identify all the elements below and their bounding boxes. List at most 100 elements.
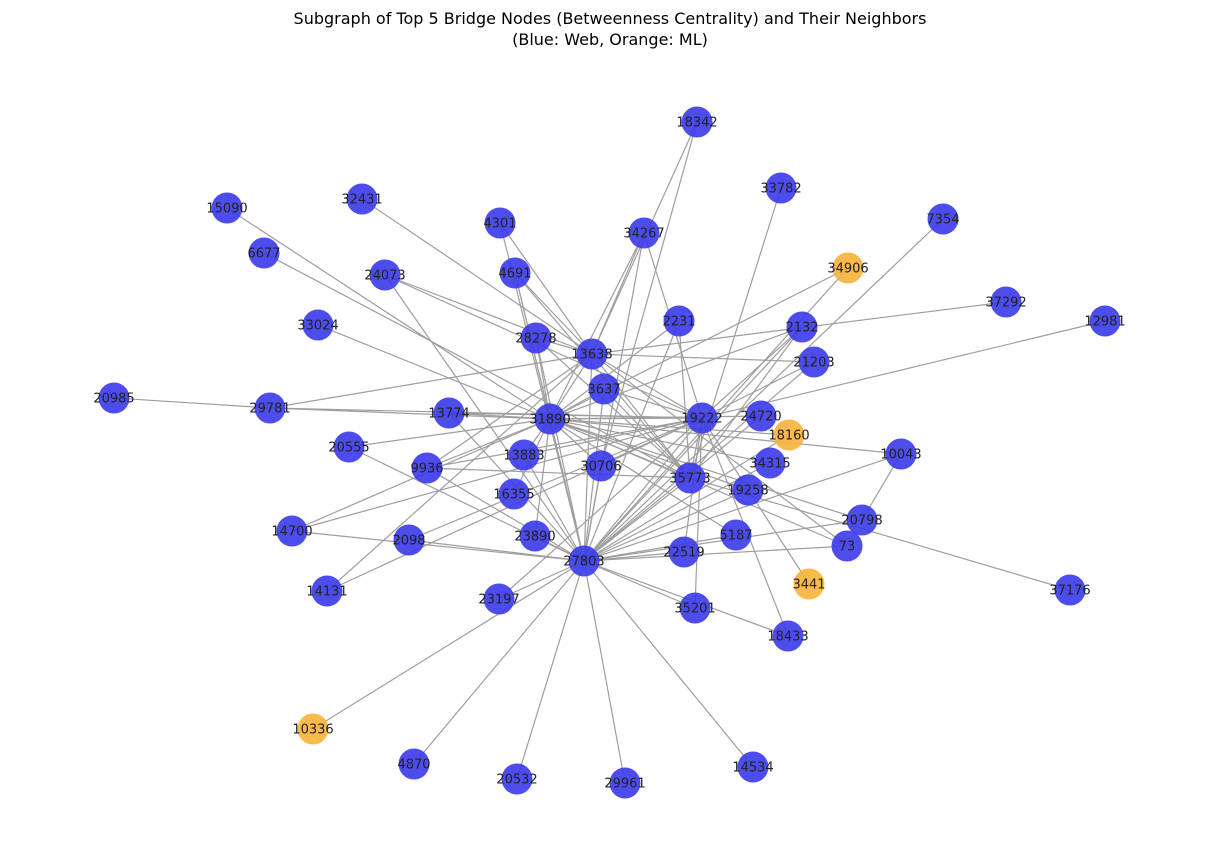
node-circle-32431 <box>346 183 378 215</box>
node-label-37176: 37176 <box>1049 584 1090 599</box>
node-5187: 5187 <box>719 519 753 551</box>
node-label-10336: 10336 <box>292 723 333 738</box>
node-20555: 20555 <box>328 431 370 463</box>
node-circle-20532 <box>501 763 533 795</box>
node-20985: 20985 <box>93 382 135 414</box>
node-label-20532: 20532 <box>496 773 537 788</box>
node-label-28278: 28278 <box>515 332 556 347</box>
node-34906: 34906 <box>827 252 869 284</box>
edge-35201-19222 <box>694 417 703 609</box>
node-label-4301: 4301 <box>483 217 516 232</box>
node-label-14700: 14700 <box>271 525 312 540</box>
edge-35773-27803 <box>583 477 691 562</box>
edge-30706-27803 <box>583 465 602 562</box>
node-label-33782: 33782 <box>760 182 801 197</box>
node-circle-34906 <box>832 252 864 284</box>
node-label-9936: 9936 <box>410 462 443 477</box>
edge-29781-13638 <box>269 353 593 409</box>
edge-20985-29781 <box>113 397 271 409</box>
node-label-32431: 32431 <box>341 193 382 208</box>
node-3441: 3441 <box>792 568 826 600</box>
node-2231: 2231 <box>662 305 696 337</box>
node-14700: 14700 <box>271 515 313 547</box>
node-circle-18342 <box>681 106 713 138</box>
node-circle-37292 <box>990 286 1022 318</box>
edge-9936-19222 <box>426 417 703 469</box>
node-label-16355: 16355 <box>493 488 534 503</box>
edge-10336-27803 <box>312 560 585 730</box>
node-13883: 13883 <box>503 439 545 471</box>
chart-title: Subgraph of Top 5 Bridge Nodes (Betweenn… <box>0 8 1220 50</box>
node-13774: 13774 <box>428 397 470 429</box>
edge-28278-35773 <box>535 337 691 479</box>
node-label-21203: 21203 <box>793 356 834 371</box>
edge-21203-27803 <box>583 361 815 562</box>
edge-14700-19222 <box>291 417 703 532</box>
node-4691: 4691 <box>498 257 532 289</box>
node-label-18342: 18342 <box>676 116 717 131</box>
node-4301: 4301 <box>483 207 517 239</box>
edge-33024-31890 <box>317 324 551 420</box>
edge-18342-30706 <box>600 121 698 467</box>
node-32431: 32431 <box>341 183 383 215</box>
node-label-35201: 35201 <box>674 602 715 617</box>
edge-2231-27803 <box>583 320 680 562</box>
node-circle-23890 <box>519 520 551 552</box>
edge-31890-27803 <box>549 418 585 562</box>
node-label-29781: 29781 <box>249 402 290 417</box>
node-circle-14534 <box>737 751 769 783</box>
node-37176: 37176 <box>1049 574 1091 606</box>
node-2098: 2098 <box>392 524 426 556</box>
edge-32431-13638 <box>361 198 593 355</box>
node-label-29961: 29961 <box>604 777 645 792</box>
edge-73-27803 <box>583 545 848 562</box>
edge-73-13638 <box>591 353 848 547</box>
node-circle-34315 <box>754 447 786 479</box>
node-circle-33782 <box>765 172 797 204</box>
node-label-4870: 4870 <box>397 758 430 773</box>
edge-9936-27803 <box>426 467 585 562</box>
node-circle-3441 <box>793 568 825 600</box>
node-label-20555: 20555 <box>328 441 369 456</box>
node-label-13883: 13883 <box>503 449 544 464</box>
node-label-14534: 14534 <box>732 761 773 776</box>
edge-21203-19222 <box>701 361 815 419</box>
edge-35201-27803 <box>583 560 696 609</box>
node-circle-22519 <box>668 536 700 568</box>
node-label-2231: 2231 <box>662 315 695 330</box>
node-label-30706: 30706 <box>580 460 621 475</box>
node-label-4691: 4691 <box>498 267 531 282</box>
edge-4691-13638 <box>514 272 593 355</box>
node-21203: 21203 <box>793 346 835 378</box>
edge-2098-19222 <box>408 417 703 541</box>
node-14131: 14131 <box>306 575 348 607</box>
node-10043: 10043 <box>880 438 922 470</box>
edge-23197-27803 <box>498 560 585 600</box>
node-circle-20555 <box>333 431 365 463</box>
node-13638: 13638 <box>571 338 613 370</box>
node-circle-14131 <box>311 575 343 607</box>
node-circle-14700 <box>276 515 308 547</box>
node-12981: 12981 <box>1084 305 1126 337</box>
node-23890: 23890 <box>514 520 556 552</box>
node-circle-24720 <box>745 400 777 432</box>
node-4870: 4870 <box>397 748 431 780</box>
node-circle-29961 <box>609 767 641 799</box>
edge-24073-27803 <box>384 274 585 562</box>
edge-9936-13638 <box>426 353 593 469</box>
node-circle-37176 <box>1054 574 1086 606</box>
node-label-34906: 34906 <box>827 262 868 277</box>
node-16355: 16355 <box>493 478 535 510</box>
edge-14534-27803 <box>583 560 754 768</box>
node-15090: 15090 <box>206 192 248 224</box>
node-label-19222: 19222 <box>681 412 722 427</box>
node-20532: 20532 <box>496 763 538 795</box>
node-circle-4691 <box>499 257 531 289</box>
node-35201: 35201 <box>674 592 716 624</box>
edge-9936-31890 <box>426 418 551 469</box>
edge-20555-31890 <box>348 418 551 448</box>
node-19222: 19222 <box>681 402 723 434</box>
node-label-3441: 3441 <box>792 578 825 593</box>
node-circle-27803 <box>568 545 600 577</box>
